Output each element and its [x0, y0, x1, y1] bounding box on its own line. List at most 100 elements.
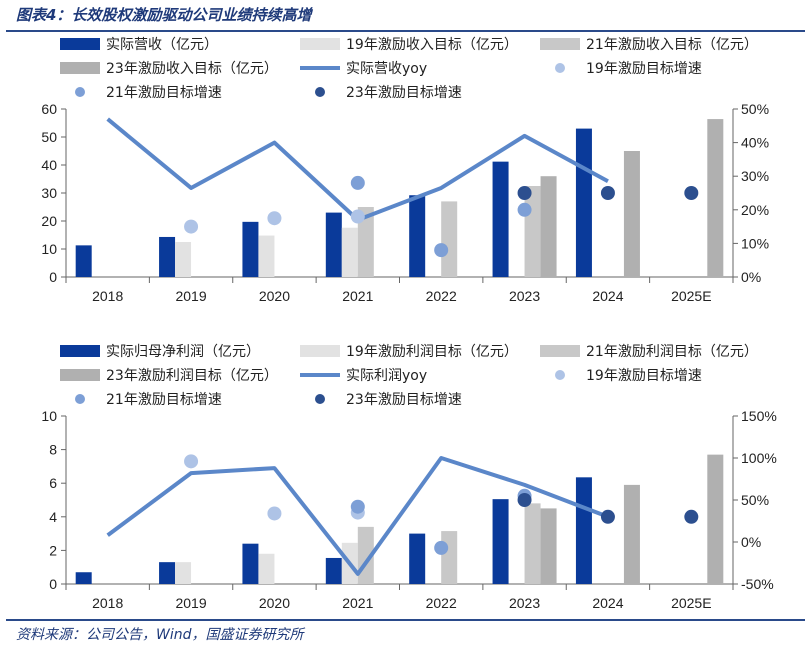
legend-label: 19年激励目标增速 [586, 367, 702, 384]
x-tick-label: 2025E [671, 288, 711, 304]
legend-label: 19年激励收入目标（亿元） [346, 36, 518, 53]
legend-swatch [60, 38, 100, 50]
legend-swatch [555, 63, 565, 73]
revenue-target-growth-dot [517, 202, 532, 217]
profit-bar [325, 557, 342, 584]
revenue-bar [325, 212, 342, 277]
revenue-target-growth-dot [684, 186, 699, 200]
y2-tick-label: 50% [741, 492, 769, 508]
profit-bar [441, 531, 458, 584]
legend-swatch [300, 345, 340, 357]
bottom-divider [6, 619, 805, 621]
profit-target-growth-dot [184, 454, 199, 469]
revenue-bar [341, 227, 358, 277]
legend-label: 21年激励收入目标（亿元） [586, 36, 758, 53]
legend-label: 21年激励目标增速 [106, 84, 222, 101]
profit-bar [524, 503, 541, 584]
legend-label: 23年激励目标增速 [346, 84, 462, 101]
y2-tick-label: 10% [741, 235, 769, 251]
legend-swatch [540, 38, 580, 50]
y2-tick-label: 30% [741, 168, 769, 184]
legend-swatch [555, 370, 565, 380]
y-tick-label: 50 [41, 129, 57, 145]
x-tick-label: 2023 [509, 595, 540, 611]
legend-label: 实际利润yoy [346, 368, 427, 384]
y2-tick-label: 0% [741, 269, 761, 285]
revenue-bar [409, 195, 426, 277]
profit-yoy-line [106, 456, 609, 576]
legend-swatch [540, 345, 580, 357]
revenue-target-growth-dot [600, 186, 615, 200]
profit-bar [159, 562, 176, 584]
y-tick-label: 40 [41, 157, 57, 173]
revenue-target-growth-dot [184, 219, 199, 234]
y2-tick-label: 150% [741, 408, 777, 424]
x-tick-label: 2019 [175, 288, 206, 304]
y2-tick-label: -50% [741, 576, 774, 592]
legend-label: 19年激励目标增速 [586, 60, 702, 77]
y-tick-label: 4 [49, 509, 57, 525]
legend-label: 23年激励收入目标（亿元） [106, 60, 278, 77]
y-tick-label: 10 [41, 241, 57, 257]
revenue-bar [540, 176, 557, 277]
legend-swatch [315, 394, 325, 404]
y2-tick-label: 20% [741, 202, 769, 218]
legend-label: 23年激励利润目标（亿元） [106, 367, 278, 384]
x-tick-label: 2024 [592, 595, 623, 611]
profit-target-growth-dot [434, 540, 449, 555]
legend-swatch [60, 62, 100, 74]
profit-bar [75, 572, 92, 584]
legend-label: 实际营收yoy [346, 61, 427, 77]
profit-bar [623, 484, 640, 584]
top-divider [6, 30, 805, 32]
revenue-bar [159, 236, 176, 277]
figure-title: 图表4：长效股权激励驱动公司业绩持续高增 [16, 6, 312, 24]
revenue-target-growth-dot [434, 243, 449, 258]
revenue-bar [357, 207, 374, 277]
revenue-target-growth-dot [350, 175, 365, 190]
legend-label: 实际归母净利润（亿元） [106, 343, 260, 360]
revenue-bar [623, 151, 640, 277]
revenue-target-growth-dot [267, 211, 282, 226]
x-tick-label: 2024 [592, 288, 623, 304]
x-tick-label: 2020 [259, 595, 290, 611]
revenue-bar [75, 245, 92, 277]
y-tick-label: 60 [41, 101, 57, 117]
legend-swatch [60, 369, 100, 381]
profit-bar [707, 454, 724, 584]
profit-target-growth-dot [684, 509, 699, 524]
y2-tick-label: 50% [741, 101, 769, 117]
profit-bar [409, 533, 426, 584]
profit-bar [575, 477, 592, 584]
y-tick-label: 6 [49, 475, 57, 491]
profit-target-growth-dot [600, 509, 615, 524]
legend-swatch [60, 345, 100, 357]
y-tick-label: 20 [41, 213, 57, 229]
profit-target-growth-dot [350, 499, 365, 514]
revenue-target-growth-dot [517, 186, 532, 200]
legend-label: 21年激励目标增速 [106, 391, 222, 408]
x-tick-label: 2018 [92, 595, 123, 611]
profit-bar [258, 553, 275, 584]
revenue-bar [492, 161, 509, 277]
y-tick-label: 0 [49, 269, 57, 285]
revenue-bar [707, 119, 724, 277]
profit-bar [175, 562, 192, 584]
x-tick-label: 2022 [426, 288, 457, 304]
y2-tick-label: 100% [741, 450, 777, 466]
revenue-bar [441, 201, 458, 277]
profit-bar [540, 508, 557, 584]
legend-swatch [75, 394, 85, 404]
y2-tick-label: 0% [741, 534, 761, 550]
legend-label: 19年激励利润目标（亿元） [346, 343, 518, 360]
x-tick-label: 2020 [259, 288, 290, 304]
profit-chart: 实际归母净利润（亿元） 19年激励利润目标（亿元） 21年激励利润目标（亿元） 23年… [41, 343, 777, 611]
y-tick-label: 2 [49, 542, 57, 558]
revenue-target-growth-dot [350, 209, 365, 224]
x-tick-label: 2022 [426, 595, 457, 611]
x-tick-label: 2018 [92, 288, 123, 304]
y-tick-label: 0 [49, 576, 57, 592]
x-tick-label: 2019 [175, 595, 206, 611]
legend-label: 实际营收（亿元） [106, 37, 218, 53]
profit-target-growth-dot [517, 493, 532, 507]
